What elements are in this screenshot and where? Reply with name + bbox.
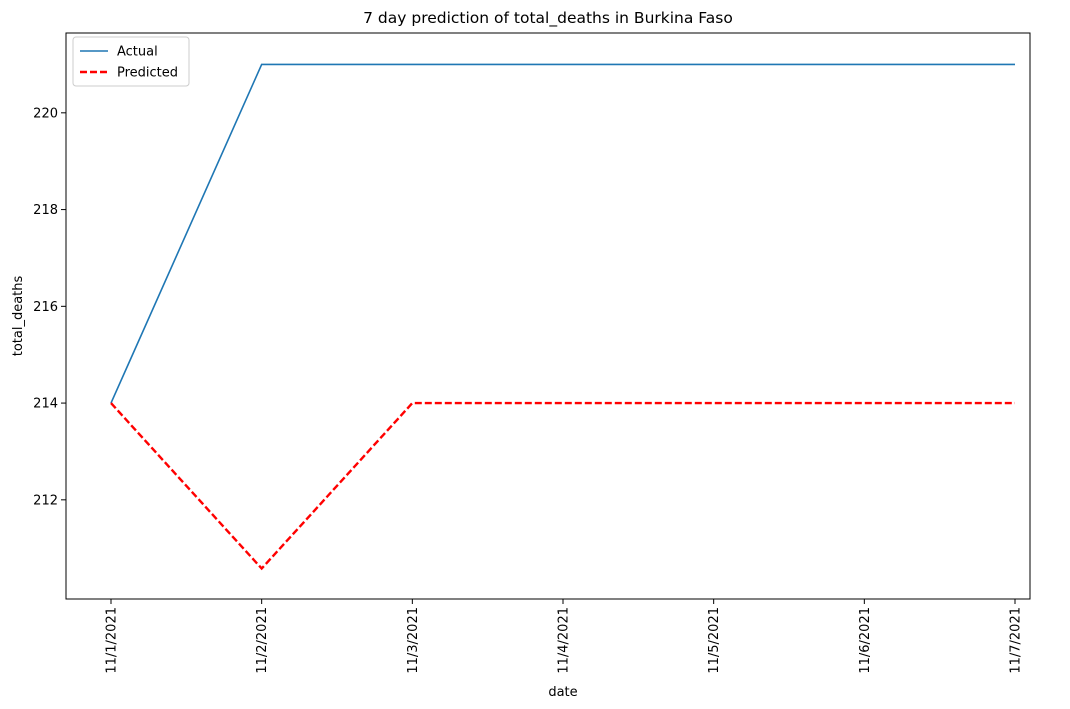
series-layer (110, 63, 1015, 571)
y-tick-label: 216 (33, 300, 58, 315)
plot-frame (65, 32, 1031, 600)
x-tick-label: 11/2/2021 (255, 607, 270, 674)
x-tick-label: 11/5/2021 (707, 607, 722, 674)
x-axis-title: date (548, 685, 577, 700)
x-axis: 11/1/2021 11/2/2021 11/3/2021 11/4/2021 11/5… (105, 599, 1024, 674)
x-tick-label: 11/4/2021 (557, 607, 572, 674)
legend: Actual Predicted (72, 36, 190, 87)
series-line-actual (110, 63, 1015, 404)
y-axis: 212 214 216 218 220 (33, 106, 66, 508)
y-tick-label: 212 (33, 493, 58, 508)
legend-label-actual: Actual (117, 45, 158, 60)
x-tick-label: 11/3/2021 (406, 607, 421, 674)
plot-area (65, 32, 1031, 600)
legend-label-predicted: Predicted (117, 66, 178, 81)
x-tick-label: 11/1/2021 (105, 607, 120, 674)
x-tick-label: 11/6/2021 (858, 607, 873, 674)
legend-box (72, 36, 190, 87)
y-tick-label: 214 (33, 397, 58, 412)
x-tick-label: 11/7/2021 (1009, 607, 1024, 674)
chart-title: 7 day prediction of total_deaths in Burk… (363, 9, 733, 28)
y-tick-label: 218 (33, 203, 58, 218)
y-axis-title: total_deaths (11, 276, 26, 357)
y-tick-label: 220 (33, 106, 58, 121)
series-line-predicted (110, 401, 1015, 571)
